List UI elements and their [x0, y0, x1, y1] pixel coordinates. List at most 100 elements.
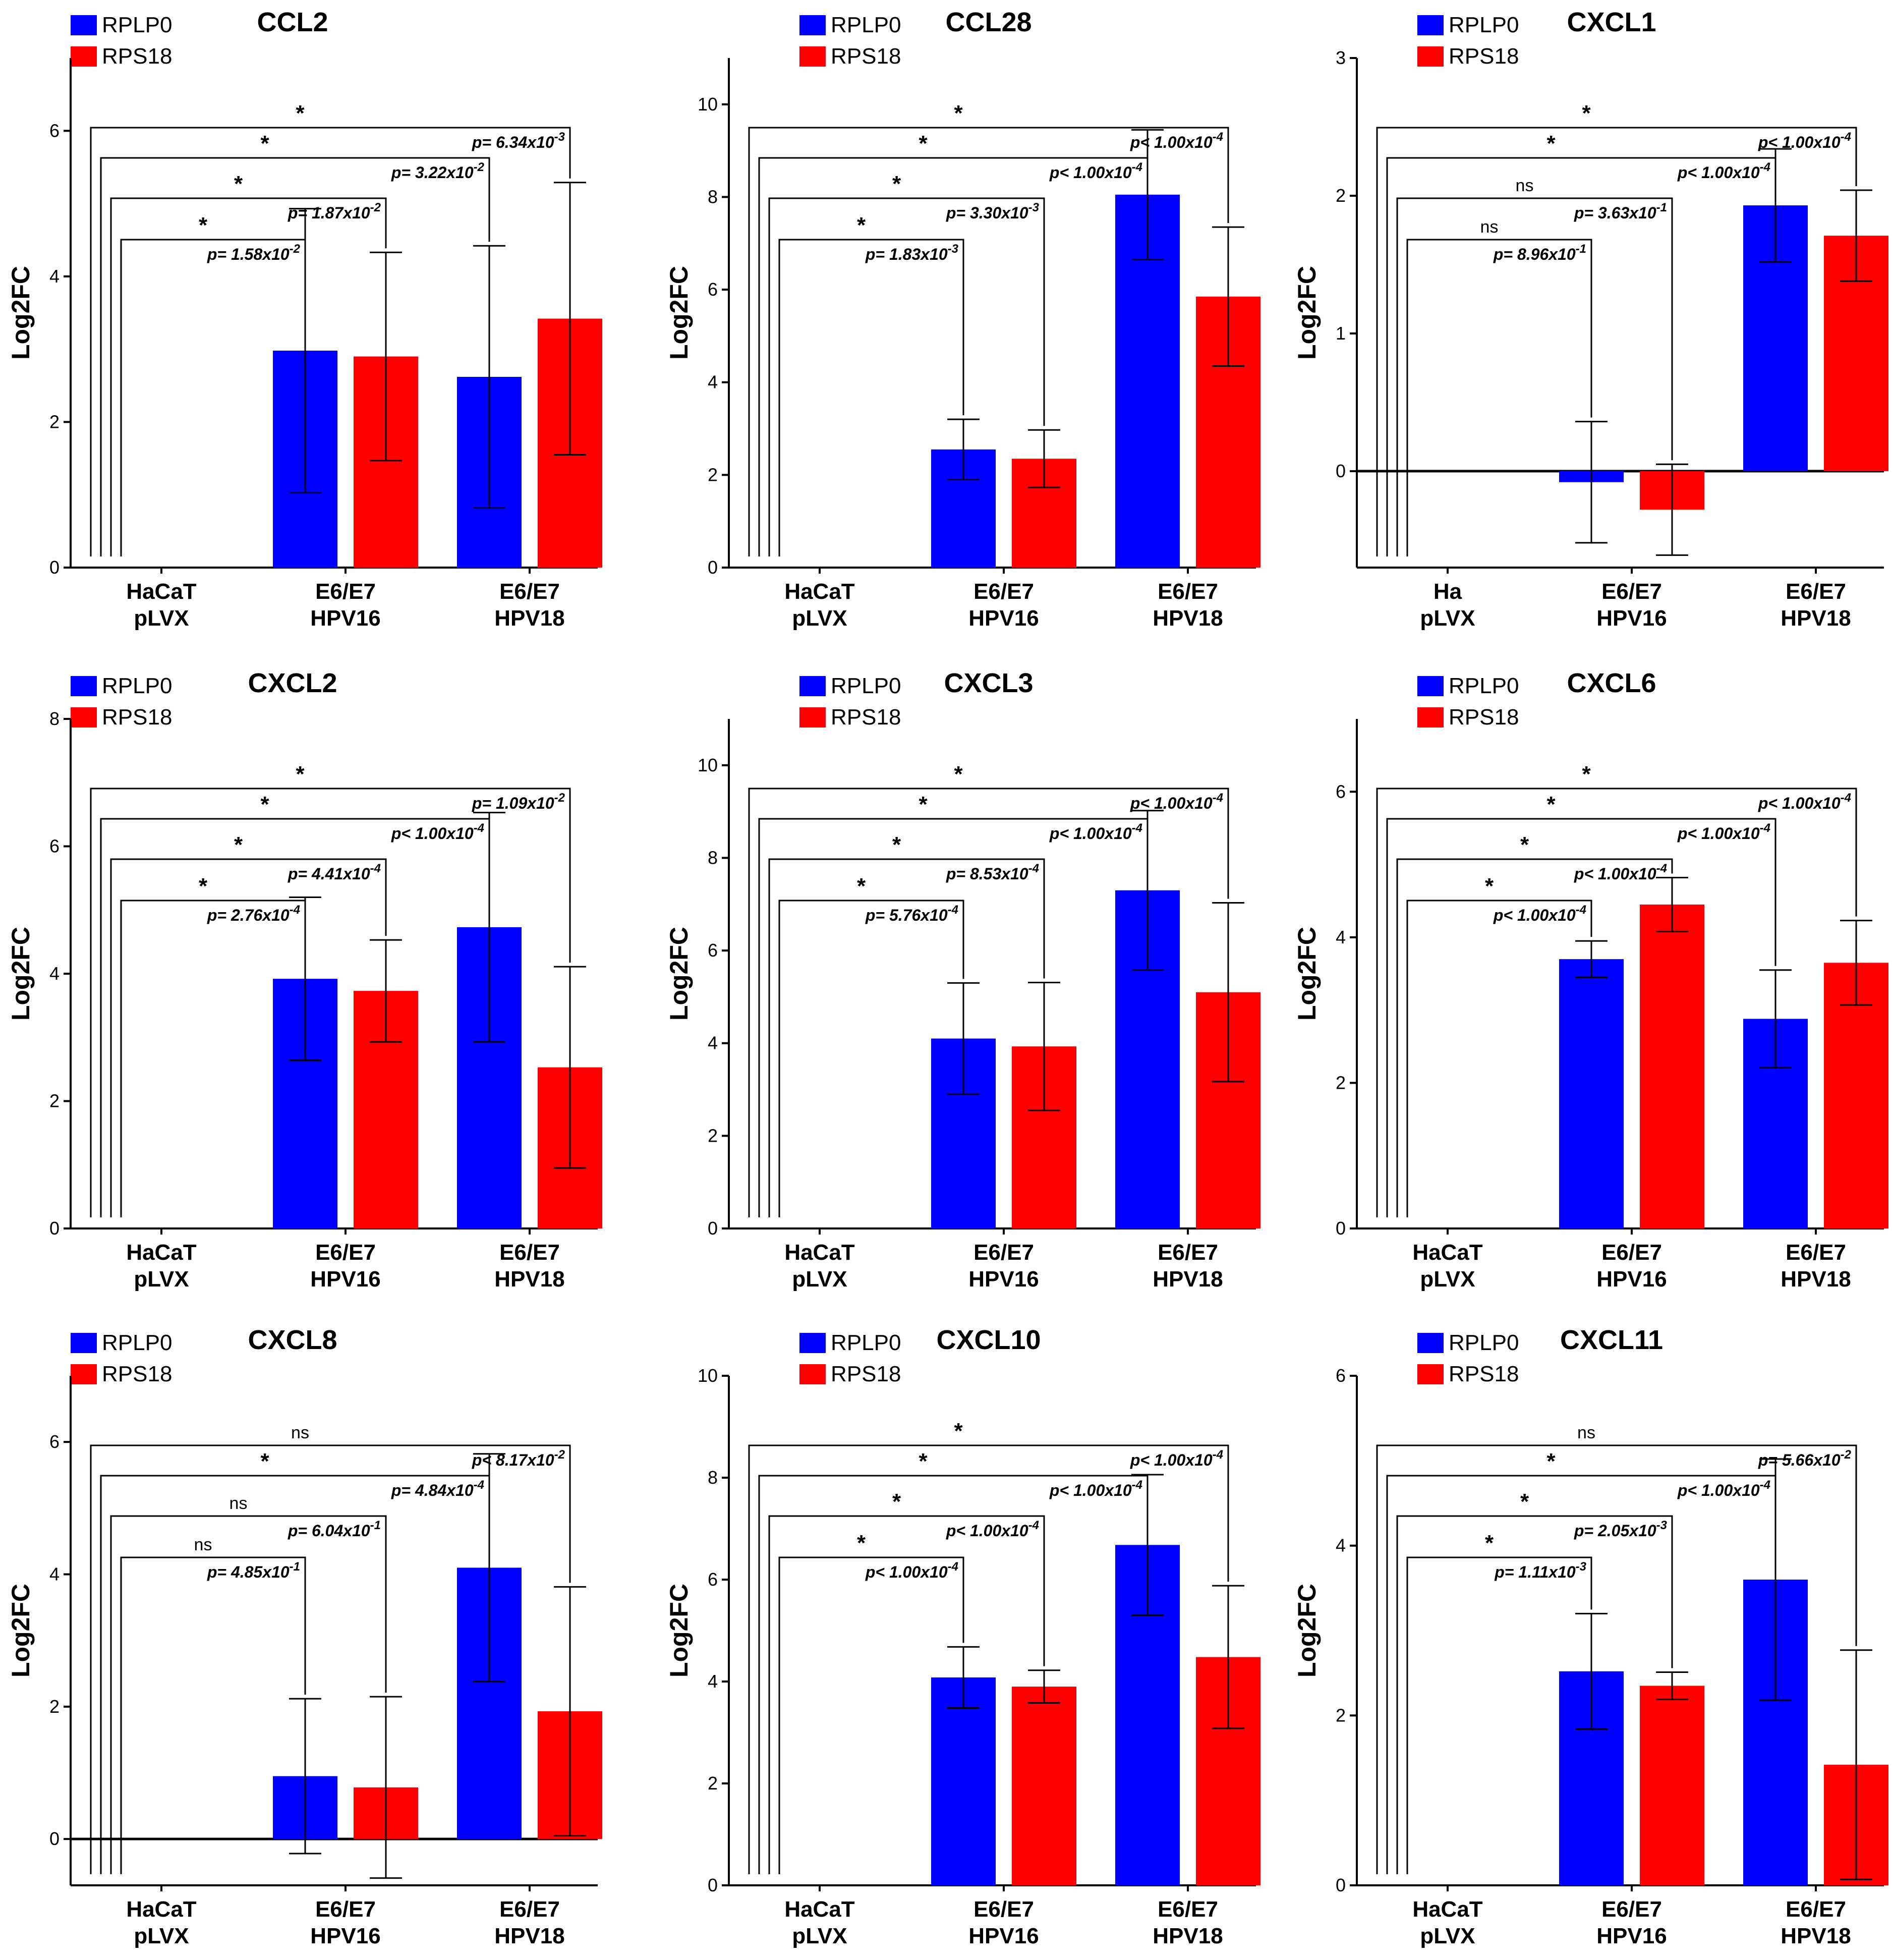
x-tick-label: pLVX	[1420, 606, 1475, 631]
comparison-bracket	[110, 1515, 387, 1874]
legend-swatch-rplp0	[1417, 15, 1444, 35]
y-tick-label: 0	[708, 1218, 718, 1239]
p-value-exponent: -4	[1841, 130, 1851, 144]
significance-mark: *	[954, 101, 963, 126]
legend-label-rplp0: RPLP0	[1449, 1330, 1519, 1355]
p-value-exponent: -4	[1656, 862, 1667, 875]
significance-mark: *	[857, 1531, 866, 1555]
legend-swatch-rplp0	[71, 676, 97, 696]
significance-mark: *	[892, 1489, 901, 1514]
y-tick-label: 4	[1336, 927, 1346, 947]
legend-swatch-rps18	[71, 1364, 97, 1384]
x-tick-label: HPV18	[1153, 1267, 1223, 1292]
p-value-exponent: -3	[1028, 201, 1040, 214]
significance-mark: *	[919, 131, 928, 156]
significance-mark: *	[1582, 101, 1591, 126]
chart-title: CXCL8	[248, 1325, 337, 1355]
x-tick-label: HaCaT	[784, 1240, 854, 1265]
p-value-label: p< 1.00x10-4	[1574, 862, 1667, 883]
x-tick-label: E6/E7	[973, 579, 1034, 604]
p-value-label: p= 1.87x10-2	[288, 201, 381, 222]
x-tick-label: E6/E7	[1786, 579, 1846, 604]
significance-mark: *	[199, 874, 208, 899]
significance-mark: *	[260, 792, 269, 817]
p-value-text: p= 2.76x10	[207, 906, 290, 924]
p-value-text: p= 4.85x10	[207, 1563, 290, 1581]
p-value-label: p= 4.41x10-4	[288, 862, 381, 883]
y-axis-label: Log2FC	[665, 1584, 693, 1677]
legend-label-rps18: RPS18	[831, 1362, 901, 1386]
p-value-text: p< 1.00x10	[1758, 133, 1841, 151]
p-value-text: p< 1.00x10	[1130, 1451, 1213, 1469]
p-value-label: p< 1.00x10-4	[391, 821, 484, 843]
x-tick-label: HPV18	[494, 1267, 564, 1292]
p-value-text: p< 1.00x10	[391, 824, 474, 843]
comparison-bracket	[748, 788, 1229, 1217]
legend-swatch-rps18	[71, 46, 97, 67]
legend-label-rps18: RPS18	[102, 44, 172, 69]
comparison-bracket	[1396, 858, 1673, 1217]
y-tick-label: 0	[708, 1875, 718, 1895]
p-value-label: p= 3.63x10-1	[1574, 201, 1667, 222]
x-tick-label: HaCaT	[126, 1897, 196, 1922]
comparison-bracket	[1406, 239, 1592, 556]
comparison-bracket	[1406, 1556, 1592, 1874]
legend-label-rps18: RPS18	[831, 705, 901, 730]
p-value-exponent: -3	[1576, 1560, 1587, 1574]
p-value-label: p= 8.53x10-4	[946, 862, 1039, 883]
y-axis-label: Log2FC	[1293, 1584, 1321, 1677]
p-value-label: p= 5.76x10-4	[865, 903, 958, 924]
x-tick-label: HPV18	[1781, 1267, 1851, 1292]
comparison-bracket	[1386, 818, 1776, 1217]
legend-swatch-rplp0	[1417, 1333, 1444, 1353]
x-tick-label: HPV16	[310, 606, 380, 631]
x-tick-label: HPV18	[1781, 1924, 1851, 1948]
x-tick-label: HaCaT	[1412, 1897, 1482, 1922]
p-value-label: p< 1.00x10-4	[946, 1519, 1039, 1540]
legend-swatch-rps18	[71, 707, 97, 727]
x-tick-label: Ha	[1434, 579, 1462, 604]
x-tick-label: HPV16	[968, 1924, 1039, 1948]
legend-swatch-rplp0	[799, 15, 826, 35]
p-value-label: p= 2.76x10-4	[207, 903, 300, 924]
p-value-text: p< 1.00x10	[946, 1522, 1028, 1540]
y-tick-label: 2	[1336, 1072, 1346, 1093]
comparison-bracket	[758, 157, 1149, 556]
x-tick-label: HaCaT	[784, 1897, 854, 1922]
legend-swatch-rps18	[1417, 46, 1444, 67]
p-value-text: p< 1.00x10	[1130, 133, 1213, 151]
x-tick-label: HPV16	[310, 1267, 380, 1292]
p-value-text: p< 1.00x10	[1493, 906, 1576, 924]
p-value-exponent: -4	[1760, 160, 1770, 174]
significance-mark: *	[919, 792, 928, 817]
p-value-text: p= 8.53x10	[946, 865, 1028, 883]
p-value-exponent: -1	[370, 1519, 381, 1532]
p-value-exponent: -2	[290, 242, 301, 256]
p-value-label: p< 1.00x10-4	[1130, 130, 1223, 151]
p-value-exponent: -4	[948, 903, 958, 917]
x-tick-label: E6/E7	[1601, 1897, 1662, 1922]
comparison-bracket	[1406, 900, 1592, 1217]
p-value-label: p= 6.04x10-1	[288, 1519, 381, 1540]
p-value-exponent: -4	[370, 862, 381, 875]
x-tick-label: pLVX	[792, 1924, 847, 1948]
x-tick-label: HPV18	[494, 606, 564, 631]
legend-label-rplp0: RPLP0	[1449, 674, 1519, 698]
chart-cxcl8: CXCL8RPLP0RPS18Log2FC0246HaCaTpLVXE6/E7H…	[7, 1325, 602, 1948]
y-tick-label: 0	[1336, 1875, 1346, 1895]
p-value-exponent: -3	[554, 130, 565, 144]
significance-mark: *	[296, 762, 305, 787]
y-tick-label: 10	[698, 1365, 718, 1386]
p-value-label: p< 1.00x10-4	[1130, 791, 1223, 812]
x-tick-label: HPV18	[1781, 606, 1851, 631]
x-tick-label: E6/E7	[1158, 1897, 1218, 1922]
legend-swatch-rplp0	[71, 15, 97, 35]
p-value-label: p= 1.83x10-3	[865, 242, 959, 263]
bar-rplp0	[931, 1677, 996, 1885]
significance-mark: *	[1520, 1489, 1529, 1514]
x-tick-label: E6/E7	[1158, 1240, 1218, 1265]
legend-swatch-rplp0	[1417, 676, 1444, 696]
